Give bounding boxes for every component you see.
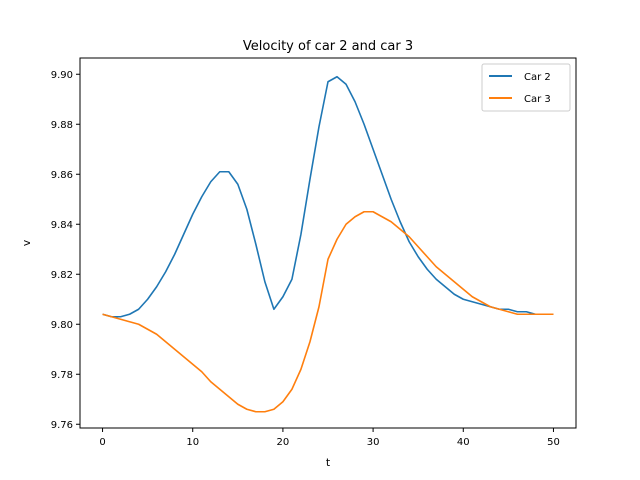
y-axis-label: v xyxy=(20,239,33,246)
legend-label-car-2: Car 2 xyxy=(524,72,551,83)
x-tick-label: 30 xyxy=(367,437,380,448)
y-tick-label: 9.90 xyxy=(51,70,73,81)
y-tick-label: 9.82 xyxy=(51,270,73,281)
series-line-car-3 xyxy=(102,210,554,413)
x-axis-ticks: 0 10 20 30 40 50 xyxy=(99,428,560,448)
x-tick-label: 40 xyxy=(457,437,470,448)
y-tick-label: 9.86 xyxy=(51,170,73,181)
y-tick-label: 9.84 xyxy=(51,220,73,231)
legend-label-car-3: Car 3 xyxy=(524,94,551,105)
plot-frame xyxy=(79,57,577,429)
plot-area xyxy=(80,58,576,428)
x-tick-label: 50 xyxy=(547,437,560,448)
y-tick-label: 9.76 xyxy=(51,420,73,431)
y-axis-ticks: 9.76 9.78 9.80 9.82 9.84 9.86 9.88 9.90 xyxy=(51,70,80,431)
series-layer xyxy=(102,75,554,413)
x-tick-label: 10 xyxy=(186,437,199,448)
x-tick-label: 0 xyxy=(99,437,105,448)
chart-title: Velocity of car 2 and car 3 xyxy=(243,39,413,54)
series-line-car-2 xyxy=(102,75,554,318)
y-tick-label: 9.80 xyxy=(51,320,73,331)
x-tick-label: 20 xyxy=(277,437,290,448)
x-axis-label: t xyxy=(326,456,331,469)
legend: Car 2 Car 3 xyxy=(481,63,571,112)
y-tick-label: 9.78 xyxy=(51,370,73,381)
y-tick-label: 9.88 xyxy=(51,120,73,131)
